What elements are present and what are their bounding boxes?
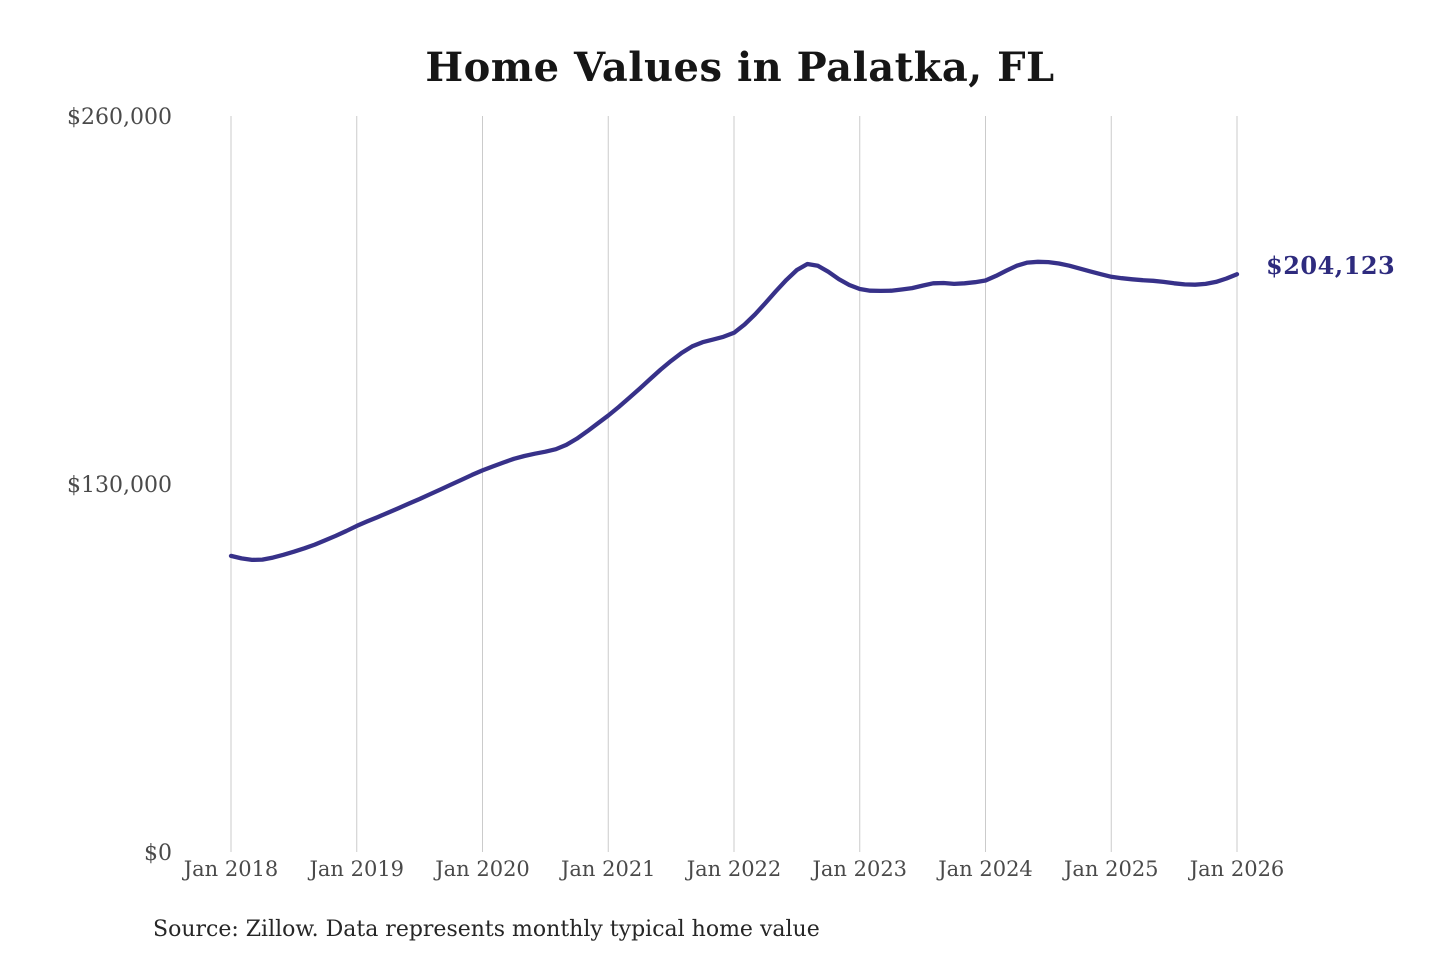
y-axis-label: $130,000 [67,473,172,498]
x-axis-label: Jan 2024 [938,857,1033,881]
source-note: Source: Zillow. Data represents monthly … [153,917,820,942]
x-axis-label: Jan 2026 [1189,857,1285,881]
x-axis-label: Jan 2018 [183,857,279,881]
x-axis-label: Jan 2023 [812,857,908,881]
y-axis-label: $0 [144,841,172,866]
x-axis-label: Jan 2021 [560,857,656,881]
current-value-label: $204,123 [1266,251,1396,281]
y-axis-label: $260,000 [67,105,172,130]
gridlines [230,116,1238,852]
home-value-line [228,259,1240,563]
chart-title: Home Values in Palatka, FL [425,44,1055,91]
x-axis-label: Jan 2019 [309,857,405,881]
x-axis-label: Jan 2025 [1063,857,1159,881]
x-axis-label: Jan 2022 [686,857,782,881]
x-axis-label: Jan 2020 [435,857,530,881]
